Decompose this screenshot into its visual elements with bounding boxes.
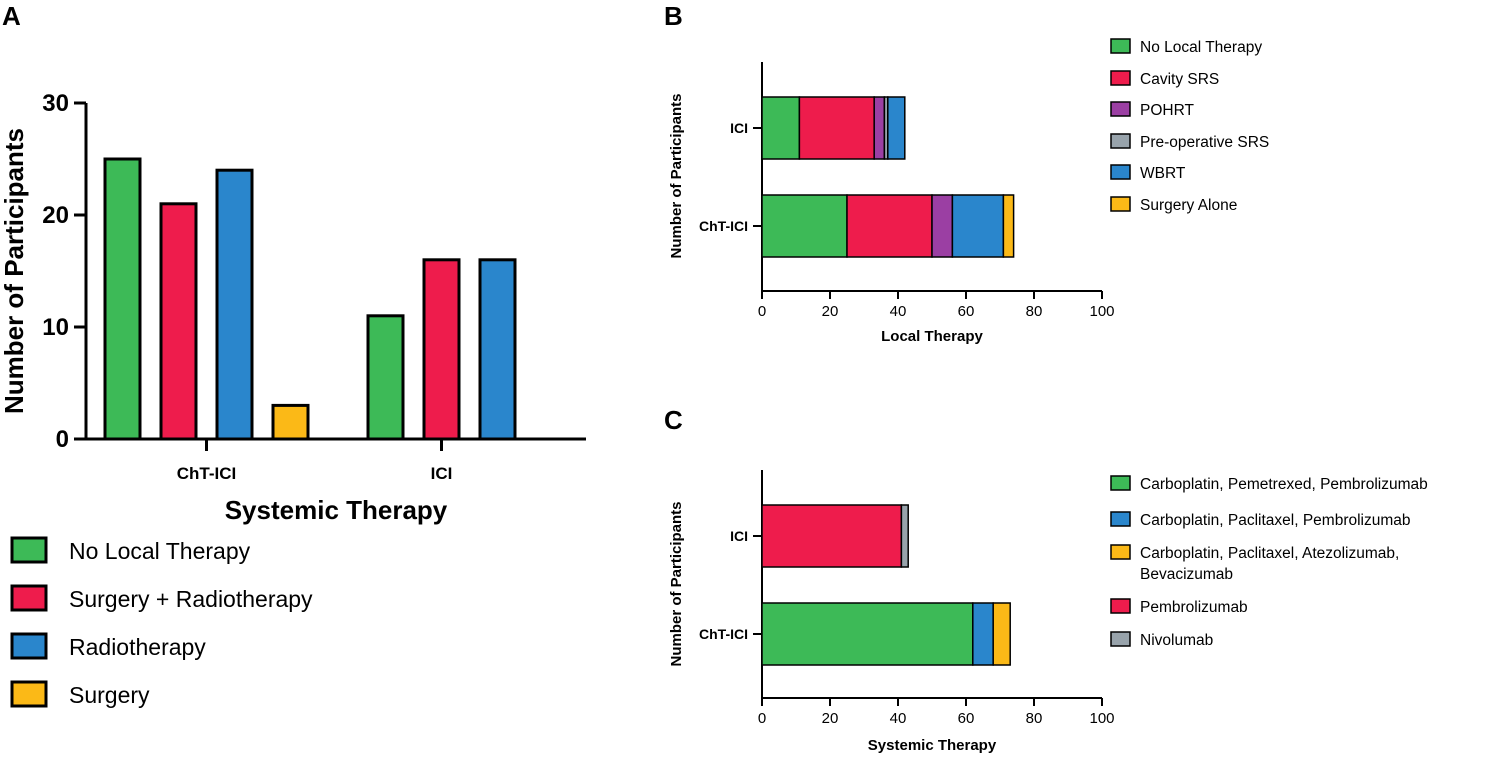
- panel-b-x-tick-label: 0: [758, 303, 766, 320]
- panel-b-legend-swatch-surgery-alone: [1110, 196, 1131, 212]
- panel-a-y-tick-label: 20: [42, 202, 69, 229]
- panel-b-x-tick-label: 60: [958, 303, 975, 320]
- panel-b-legend-label: POHRT: [1140, 102, 1195, 119]
- panel-c-legend-label: Nivolumab: [1140, 632, 1213, 649]
- panel-a-bar-cht-ici-surgery-radiotherapy: [159, 202, 198, 441]
- panel-a-bar-cht-ici-radiotherapy: [215, 168, 254, 441]
- panel-b-x-tick-label: 40: [890, 303, 907, 320]
- panel-c-bar-ici-pembrolizumab: [761, 504, 903, 568]
- panel-c-legend-swatch-carboplatin-paclitaxel-atezolizumab-bevacizumab: [1110, 544, 1131, 560]
- panel-a-legend-swatch-surgery: [10, 680, 48, 708]
- panel-b-letter: B: [664, 1, 683, 31]
- panel-c-category-label: ChT-ICI: [699, 626, 748, 642]
- panel-b-category-label: ICI: [730, 120, 748, 136]
- panel-c-legend-label: Carboplatin, Paclitaxel, Pembrolizumab: [1140, 512, 1411, 529]
- panel-a-y-axis-title: Number of Participants: [0, 128, 29, 414]
- panel-c-legend-swatch-carboplatin-pemetrexed-pembrolizumab: [1110, 475, 1131, 491]
- panel-a-legend-swatch-no-local-therapy: [10, 536, 48, 564]
- panel-c-bar-cht-ici-carboplatin-pemetrexed-pembrolizumab: [761, 602, 974, 666]
- panel-a-y-tick-label: 30: [42, 90, 69, 117]
- panel-b-y-axis-title: Number of Participants: [668, 93, 685, 258]
- panel-c-legend-label: Carboplatin, Paclitaxel, Atezolizumab, Be…: [1140, 545, 1399, 583]
- panel-b-legend-swatch-cavity-srs: [1110, 70, 1131, 86]
- panel-b-bar-cht-ici-no-local-therapy: [761, 194, 848, 258]
- panel-a-y-tick-label: 10: [42, 314, 69, 341]
- panel-c-letter: C: [664, 405, 683, 435]
- panel-a: A 0 10 20 30 ChT-ICI ICI Systemic Therapy Number…: [0, 1, 586, 708]
- panel-a-legend-label: Radiotherapy: [69, 634, 206, 660]
- panel-b: B 0 20 40 60 80 100 ICI ChT-ICI Local Therapy Numb…: [664, 1, 1269, 345]
- panel-b-bar-cht-ici-cavity-srs: [846, 194, 933, 258]
- panel-b-category-label: ChT-ICI: [699, 218, 748, 234]
- panel-a-category-label: ChT-ICI: [177, 464, 237, 483]
- panel-b-legend-label: No Local Therapy: [1140, 39, 1262, 56]
- panel-c: C 0 20 40 60 80 100 ICI ChT-ICI Systemic Therapy N…: [664, 405, 1428, 754]
- panel-c-bar-cht-ici-carboplatin-paclitaxel-pembrolizumab: [972, 602, 994, 666]
- panel-c-y-axis-title: Number of Participants: [668, 501, 685, 666]
- panel-c-legend-swatch-nivolumab: [1110, 631, 1131, 647]
- panel-b-legend-label: Surgery Alone: [1140, 197, 1237, 214]
- panel-c-x-tick-label: 0: [758, 710, 766, 727]
- panel-c-legend-label-line: Bevacizumab: [1140, 566, 1233, 583]
- panel-b-bar-cht-ici-wbrt: [951, 194, 1005, 258]
- panel-b-legend-swatch-pohrt: [1110, 101, 1131, 117]
- panel-c-legend-swatch-carboplatin-paclitaxel-pembrolizumab: [1110, 511, 1131, 527]
- panel-c-legend-swatch-pembrolizumab: [1110, 598, 1131, 614]
- panel-a-y-tick-label: 0: [56, 426, 69, 453]
- panel-b-bar-cht-ici-pohrt: [931, 194, 954, 258]
- panel-a-bar-ici-radiotherapy: [478, 258, 517, 441]
- panel-c-x-tick-label: 60: [958, 710, 975, 727]
- panel-c-x-tick-label: 80: [1026, 710, 1043, 727]
- panel-b-bar-ici-cavity-srs: [798, 96, 875, 160]
- panel-b-legend-swatch-pre-operative-srs: [1110, 133, 1131, 149]
- panel-c-x-tick-label: 100: [1089, 710, 1114, 727]
- panel-c-legend-label: Carboplatin, Pemetrexed, Pembrolizumab: [1140, 476, 1428, 493]
- panel-a-bar-cht-ici-surgery: [271, 403, 310, 441]
- panel-c-bar-ici-nivolumab: [900, 504, 909, 568]
- panel-b-legend-swatch-wbrt: [1110, 164, 1131, 180]
- panel-a-legend-swatch-radiotherapy: [10, 632, 48, 660]
- panel-a-letter: A: [2, 1, 21, 31]
- panel-b-bar-ici-wbrt: [887, 96, 906, 160]
- panel-b-bar-cht-ici-surgery-alone: [1002, 194, 1015, 258]
- panel-c-x-axis-title: Systemic Therapy: [868, 737, 997, 754]
- panel-b-bar-ici-no-local-therapy: [761, 96, 801, 160]
- panel-c-bar-cht-ici-carboplatin-paclitaxel-atezolizumab-bevacizumab: [992, 602, 1011, 666]
- panel-a-legend-label: Surgery: [69, 682, 150, 708]
- panel-b-legend-label: Pre-operative SRS: [1140, 134, 1269, 151]
- panel-a-legend-swatch-surgery-radiotherapy: [10, 584, 48, 612]
- panel-c-x-tick-label: 40: [890, 710, 907, 727]
- panel-b-legend-swatch-no-local-therapy: [1110, 38, 1131, 54]
- panel-b-x-tick-label: 100: [1089, 303, 1114, 320]
- panel-a-bar-ici-surgery-radiotherapy: [422, 258, 461, 441]
- panel-c-category-label: ICI: [730, 528, 748, 544]
- panel-b-bar-ici-pohrt: [873, 96, 886, 160]
- panel-a-category-label: ICI: [431, 464, 453, 483]
- panel-c-legend-label-line: Carboplatin, Paclitaxel, Atezolizumab,: [1140, 545, 1399, 562]
- panel-b-x-tick-label: 80: [1026, 303, 1043, 320]
- panel-a-legend-label: No Local Therapy: [69, 538, 251, 564]
- panel-b-x-tick-label: 20: [822, 303, 839, 320]
- panel-b-x-axis-title: Local Therapy: [881, 328, 983, 345]
- panel-a-x-axis-title: Systemic Therapy: [225, 495, 448, 525]
- panel-a-bar-ici-no-local-therapy: [366, 314, 405, 441]
- panel-c-x-tick-label: 20: [822, 710, 839, 727]
- panel-c-legend-label: Pembrolizumab: [1140, 599, 1248, 616]
- panel-b-legend-label: Cavity SRS: [1140, 71, 1219, 88]
- panel-a-bar-cht-ici-no-local-therapy: [103, 157, 142, 441]
- panel-b-legend-label: WBRT: [1140, 165, 1186, 182]
- panel-a-legend-label: Surgery + Radiotherapy: [69, 586, 313, 612]
